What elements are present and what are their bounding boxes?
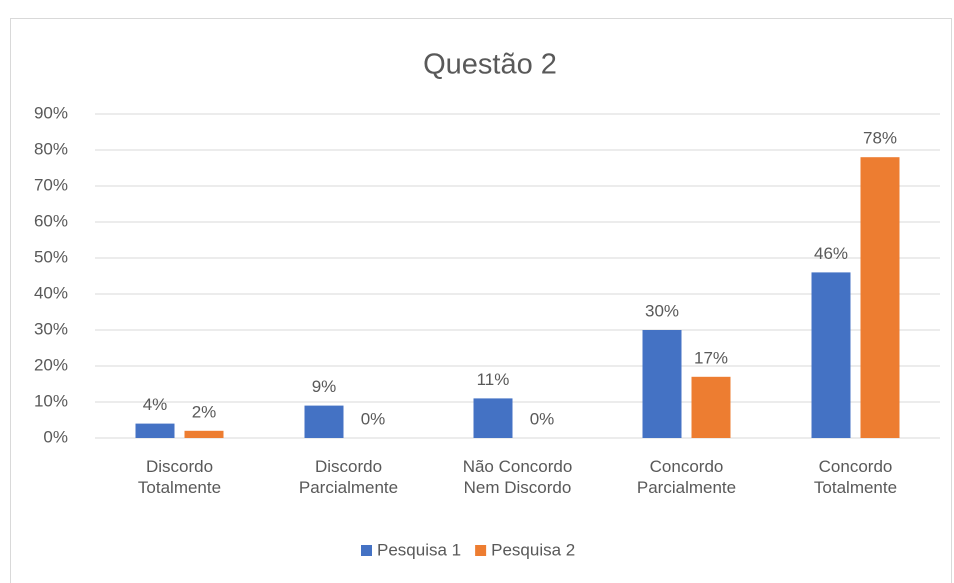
data-label: 4%: [143, 395, 168, 414]
chart-title: Questão 2: [423, 49, 557, 81]
data-label: 11%: [477, 370, 510, 389]
x-tick-label: Discordo Totalmente: [137, 457, 222, 497]
bar: [473, 398, 513, 438]
bar: [811, 272, 851, 438]
y-tick-label: 0%: [43, 427, 68, 446]
x-tick-label: Concordo Totalmente: [813, 457, 898, 497]
y-tick-label: 30%: [34, 319, 68, 338]
data-label: 0%: [530, 409, 555, 428]
bar: [691, 376, 731, 438]
x-tick-label: Não Concordo Nem Discordo: [462, 457, 573, 497]
legend-label: Pesquisa 1: [377, 540, 461, 559]
x-tick-label: Concordo Parcialmente: [636, 457, 737, 497]
legend-label: Pesquisa 2: [491, 540, 575, 559]
legend-swatch: [361, 545, 372, 556]
y-tick-label: 60%: [34, 211, 68, 230]
data-label: 78%: [863, 129, 897, 148]
bar: [135, 423, 175, 438]
y-tick-label: 70%: [34, 175, 68, 194]
data-label: 17%: [694, 348, 728, 367]
y-tick-label: 80%: [34, 139, 68, 158]
data-label: 2%: [192, 402, 217, 421]
data-label: 9%: [312, 377, 337, 396]
x-tick-label: Discordo Parcialmente: [298, 457, 399, 497]
chart-frame: [10, 18, 952, 583]
y-tick-label: 10%: [34, 391, 68, 410]
legend-swatch: [475, 545, 487, 556]
y-tick-label: 50%: [34, 247, 68, 266]
y-tick-label: 40%: [34, 283, 68, 302]
y-tick-label: 90%: [34, 103, 68, 122]
bar: [184, 430, 224, 438]
bar: [860, 157, 900, 438]
data-label: 0%: [361, 409, 386, 428]
y-tick-label: 20%: [34, 355, 68, 374]
bar: [304, 405, 344, 438]
bar: [642, 330, 682, 438]
data-label: 46%: [814, 244, 848, 263]
data-label: 30%: [645, 301, 679, 320]
